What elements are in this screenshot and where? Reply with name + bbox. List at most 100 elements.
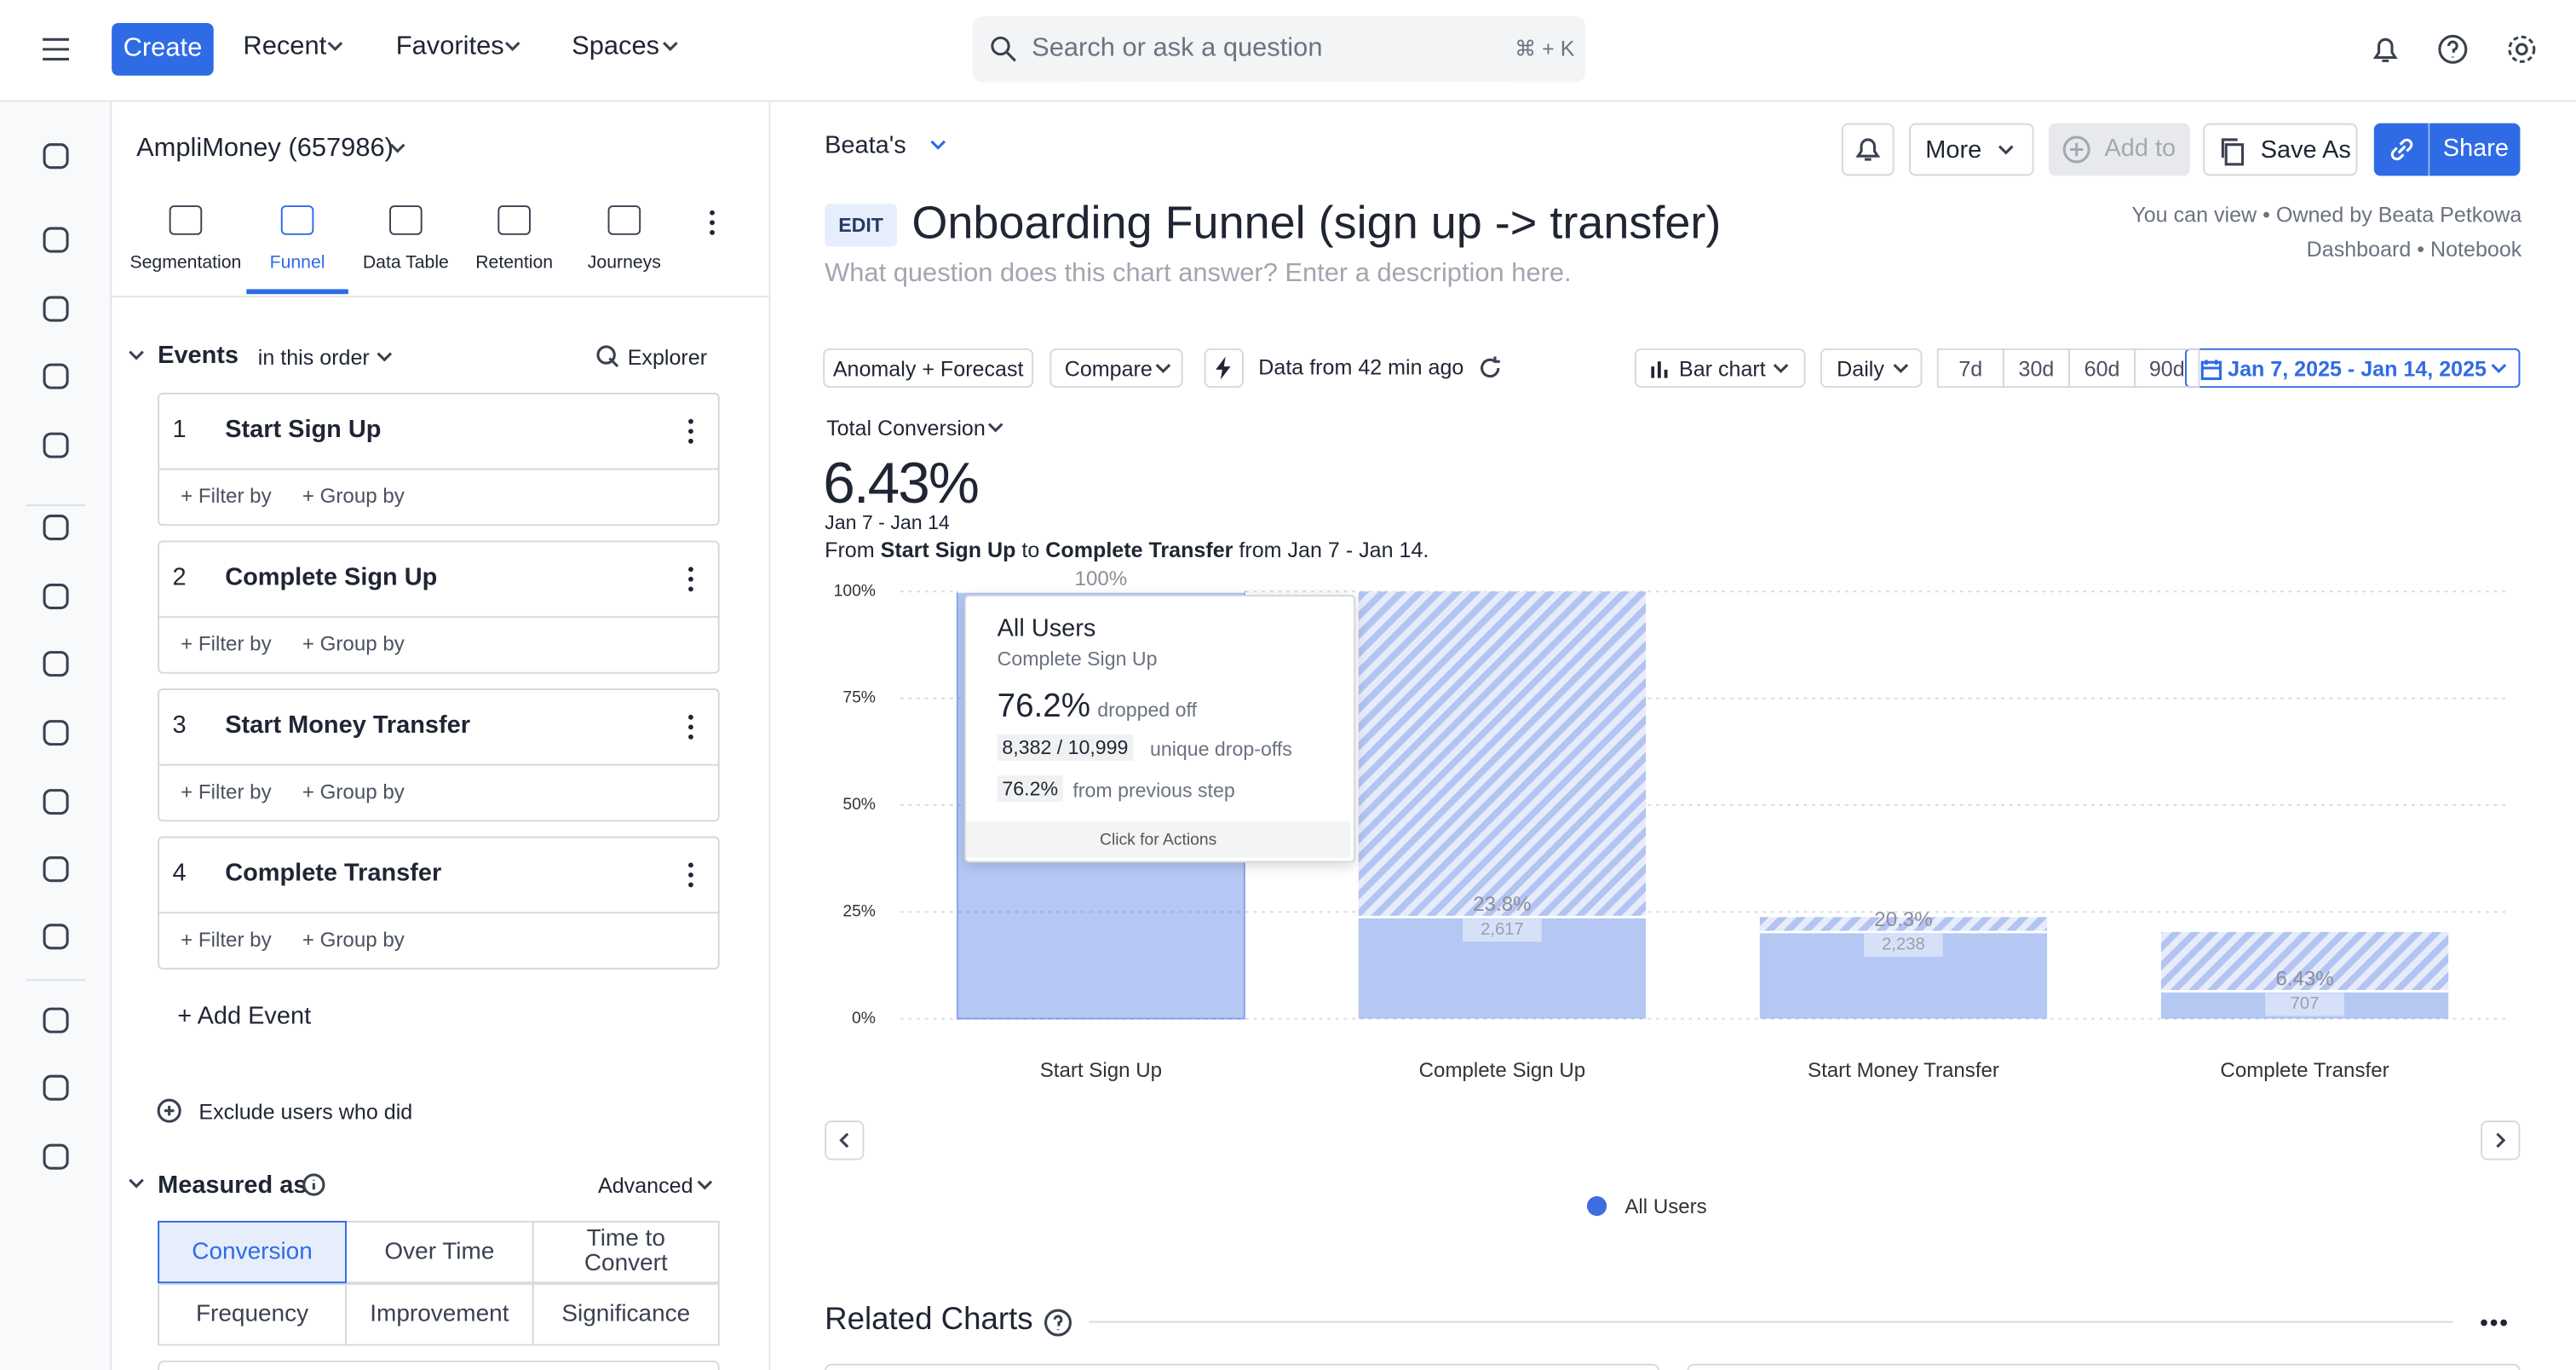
save-as-button[interactable]: Save As — [2203, 123, 2358, 176]
prev-button[interactable] — [825, 1120, 865, 1160]
add-to-button[interactable]: Add to — [2048, 123, 2190, 176]
related-card[interactable] — [825, 1363, 1659, 1370]
order-select[interactable]: in this order — [257, 344, 370, 370]
nav-icon[interactable] — [39, 429, 72, 462]
date-range[interactable]: Jan 7, 2025 - Jan 14, 2025 — [2184, 348, 2521, 389]
event-card[interactable] — [158, 688, 720, 822]
nav-icon[interactable] — [39, 717, 72, 750]
tab-label[interactable]: Funnel — [269, 252, 325, 273]
info-icon[interactable] — [302, 1173, 325, 1196]
event-name[interactable]: Start Sign Up — [225, 415, 382, 444]
nav-icon[interactable] — [39, 920, 72, 953]
value-label: 6.43% — [2275, 967, 2333, 990]
add-event[interactable]: + Add Event — [177, 1002, 312, 1031]
tab-label[interactable]: Data Table — [362, 252, 449, 273]
help-icon[interactable] — [2436, 33, 2470, 66]
filter-by[interactable]: + Filter by — [181, 780, 272, 804]
more-icon[interactable] — [2477, 1311, 2510, 1334]
next-button[interactable] — [2481, 1120, 2521, 1160]
tab-label[interactable]: Retention — [475, 252, 554, 273]
tab-icon[interactable] — [280, 205, 314, 235]
measure-option[interactable]: Significance — [532, 1283, 720, 1346]
more-button[interactable]: More — [1908, 123, 2034, 176]
locations[interactable]: Dashboard • Notebook — [2306, 236, 2522, 262]
tab-icon[interactable] — [169, 205, 203, 235]
nav-icon[interactable] — [39, 140, 72, 173]
event-name[interactable]: Complete Transfer — [225, 859, 442, 888]
nav-icon[interactable] — [39, 853, 72, 886]
range-button[interactable]: 7d — [1936, 348, 2004, 389]
nav-icon[interactable] — [39, 360, 72, 393]
subscribe-button[interactable] — [1841, 123, 1895, 176]
dot — [688, 429, 693, 435]
tab-icon[interactable] — [497, 205, 531, 235]
nav-icon[interactable] — [39, 511, 72, 544]
tab-icon[interactable] — [389, 205, 423, 235]
chart-title[interactable]: Onboarding Funnel (sign up -> transfer) — [911, 197, 1722, 249]
group-by[interactable]: + Group by — [302, 780, 405, 804]
spaces-menu[interactable]: Spaces — [572, 32, 660, 61]
edit-badge[interactable]: EDIT — [825, 204, 897, 247]
measure-option[interactable]: Time to Convert — [532, 1220, 720, 1284]
favorites-menu[interactable]: Favorites — [395, 32, 504, 61]
explorer-button[interactable]: Explorer — [627, 344, 708, 370]
share-label: Share — [2442, 135, 2509, 163]
group-by[interactable]: + Group by — [302, 928, 405, 952]
search-box[interactable] — [972, 16, 1586, 83]
menu-icon[interactable] — [39, 33, 72, 66]
tab-label[interactable]: Segmentation — [129, 252, 242, 273]
anomaly-button[interactable]: Anomaly + Forecast — [823, 348, 1034, 389]
exclude-users[interactable]: Exclude users who did — [198, 1099, 413, 1125]
chart-type-select[interactable]: Bar chart — [1634, 348, 1806, 389]
event-card[interactable] — [158, 540, 720, 674]
create-button[interactable]: Create — [112, 22, 214, 76]
notifications-icon[interactable] — [2369, 33, 2402, 66]
description[interactable]: What question does this chart answer? En… — [825, 259, 1572, 288]
tab-label[interactable]: Journeys — [587, 252, 661, 273]
search-placeholder[interactable]: Search or ask a question — [1032, 34, 1323, 63]
nav-icon[interactable] — [39, 648, 72, 681]
measure-option[interactable]: Over Time — [344, 1220, 534, 1284]
space-name[interactable]: Beata's — [825, 131, 906, 160]
help-icon[interactable] — [1044, 1308, 1073, 1338]
nav-icon[interactable] — [39, 223, 72, 256]
advanced-menu[interactable]: Advanced — [597, 1172, 693, 1198]
refresh-icon[interactable] — [1477, 355, 1504, 382]
recent-menu[interactable]: Recent — [243, 32, 327, 61]
metric-select[interactable]: Total Conversion — [826, 415, 986, 440]
nav-icon[interactable] — [39, 580, 72, 613]
nav-icon[interactable] — [39, 786, 72, 819]
measure-option[interactable]: Frequency — [158, 1283, 347, 1346]
event-card[interactable] — [158, 836, 720, 970]
range-button[interactable]: 60d — [2068, 348, 2136, 389]
filter-by[interactable]: + Filter by — [181, 632, 272, 656]
collapse-icon[interactable] — [126, 1177, 146, 1193]
chevron — [2491, 364, 2507, 374]
nav-icon[interactable] — [39, 1004, 72, 1037]
interval-select[interactable]: Daily — [1820, 348, 1923, 389]
nav-icon[interactable] — [39, 1140, 72, 1173]
share-button[interactable]: Share — [2373, 123, 2521, 176]
group-by[interactable]: + Group by — [302, 632, 405, 656]
related-card[interactable] — [1687, 1363, 2521, 1370]
filter-by[interactable]: + Filter by — [181, 484, 272, 508]
range-button[interactable]: 30d — [2002, 348, 2070, 389]
settings-icon[interactable] — [2505, 33, 2539, 66]
project-name[interactable]: AmpliMoney (657986) — [136, 135, 394, 163]
tab-icon[interactable] — [607, 205, 641, 235]
compare-button[interactable]: Compare — [1049, 348, 1183, 389]
nav-icon[interactable] — [39, 292, 72, 325]
event-name[interactable]: Complete Sign Up — [225, 563, 438, 592]
group-by[interactable]: + Group by — [302, 484, 405, 508]
event-card[interactable] — [158, 392, 720, 527]
measure-option[interactable]: Conversion — [158, 1220, 347, 1284]
lightning-button[interactable] — [1204, 348, 1244, 389]
tooltip-action[interactable]: Click for Actions — [965, 821, 1351, 858]
event-name[interactable]: Start Money Transfer — [225, 711, 470, 740]
filter-by[interactable]: + Filter by — [181, 928, 272, 952]
tooltip[interactable]: All Users Complete Sign Up 76.2% dropped… — [964, 595, 1356, 863]
measure-option[interactable]: Improvement — [344, 1283, 534, 1346]
range-button[interactable]: 90d — [2134, 348, 2200, 389]
nav-icon[interactable] — [39, 1071, 72, 1104]
collapse-icon[interactable] — [126, 348, 146, 365]
